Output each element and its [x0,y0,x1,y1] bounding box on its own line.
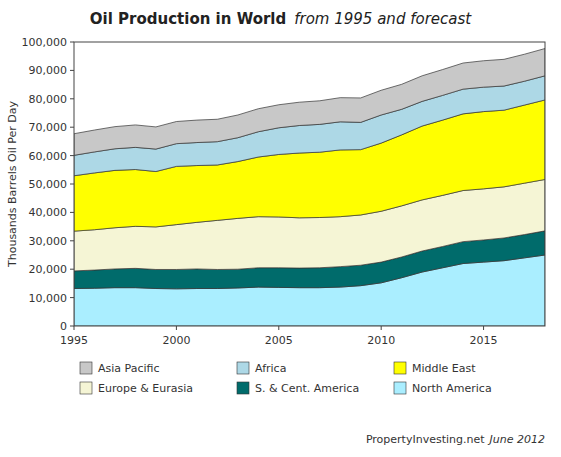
legend-label: Middle East [412,362,476,375]
y-tick [70,240,74,241]
y-tick [70,42,74,43]
y-tick-label: 100,000 [22,36,68,49]
x-tick-label: 2015 [470,334,498,347]
y-tick [70,70,74,71]
y-tick-label: 50,000 [29,178,68,191]
legend-swatch [237,382,249,394]
y-tick-label: 60,000 [29,150,68,163]
legend-label: Asia Pacific [98,362,160,375]
annotation: PropertyInvesting.net [366,433,485,446]
chart: Oil Production in World from 1995 and for… [0,0,561,457]
y-tick [70,212,74,213]
x-tick [176,326,177,330]
legend: Asia Pacific Africa Middle East Europe & Eu… [80,362,492,395]
legend-label: S. & Cent. America [255,382,359,395]
y-tick [70,155,74,156]
legend-swatch [80,362,92,374]
y-tick [70,98,74,99]
y-tick [70,269,74,270]
x-tick-label: 2005 [265,334,293,347]
y-tick [70,184,74,185]
y-tick-label: 80,000 [29,93,68,106]
x-tick-label: 1995 [60,334,88,347]
y-tick [70,297,74,298]
area [74,49,545,156]
annotation: June 2012 [488,433,545,446]
y-tick-label: 40,000 [29,206,68,219]
legend-label: Africa [255,362,286,375]
legend-swatch [237,362,249,374]
legend-label: North America [412,382,492,395]
x-tick-label: 2010 [367,334,395,347]
title: Oil Production in World [90,10,286,28]
y-tick-label: 90,000 [29,64,68,77]
y-tick-label: 20,000 [29,263,68,276]
x-tick [483,326,484,330]
y-tick-label: 70,000 [29,121,68,134]
legend-label: Europe & Eurasia [98,382,193,395]
y-tick [70,127,74,128]
legend-swatch [394,382,406,394]
plot-frame [74,42,545,326]
legend-swatch [394,362,406,374]
y-tick-label: 30,000 [29,235,68,248]
legend-swatch [80,382,92,394]
subtitle: from 1995 and forecast [294,10,472,28]
y-tick-label: 10,000 [29,292,68,305]
x-tick [381,326,382,330]
y-tick-label: 0 [60,320,67,333]
y-axis-label: Thousands Barrels Oil Per Day [6,101,19,269]
x-tick-label: 2000 [162,334,190,347]
y-tick [70,326,74,327]
x-tick [278,326,279,330]
x-tick [74,326,75,330]
areas [74,49,545,326]
